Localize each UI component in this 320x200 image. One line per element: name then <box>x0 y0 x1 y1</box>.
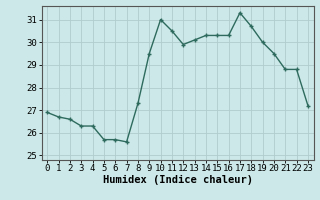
X-axis label: Humidex (Indice chaleur): Humidex (Indice chaleur) <box>103 175 252 185</box>
